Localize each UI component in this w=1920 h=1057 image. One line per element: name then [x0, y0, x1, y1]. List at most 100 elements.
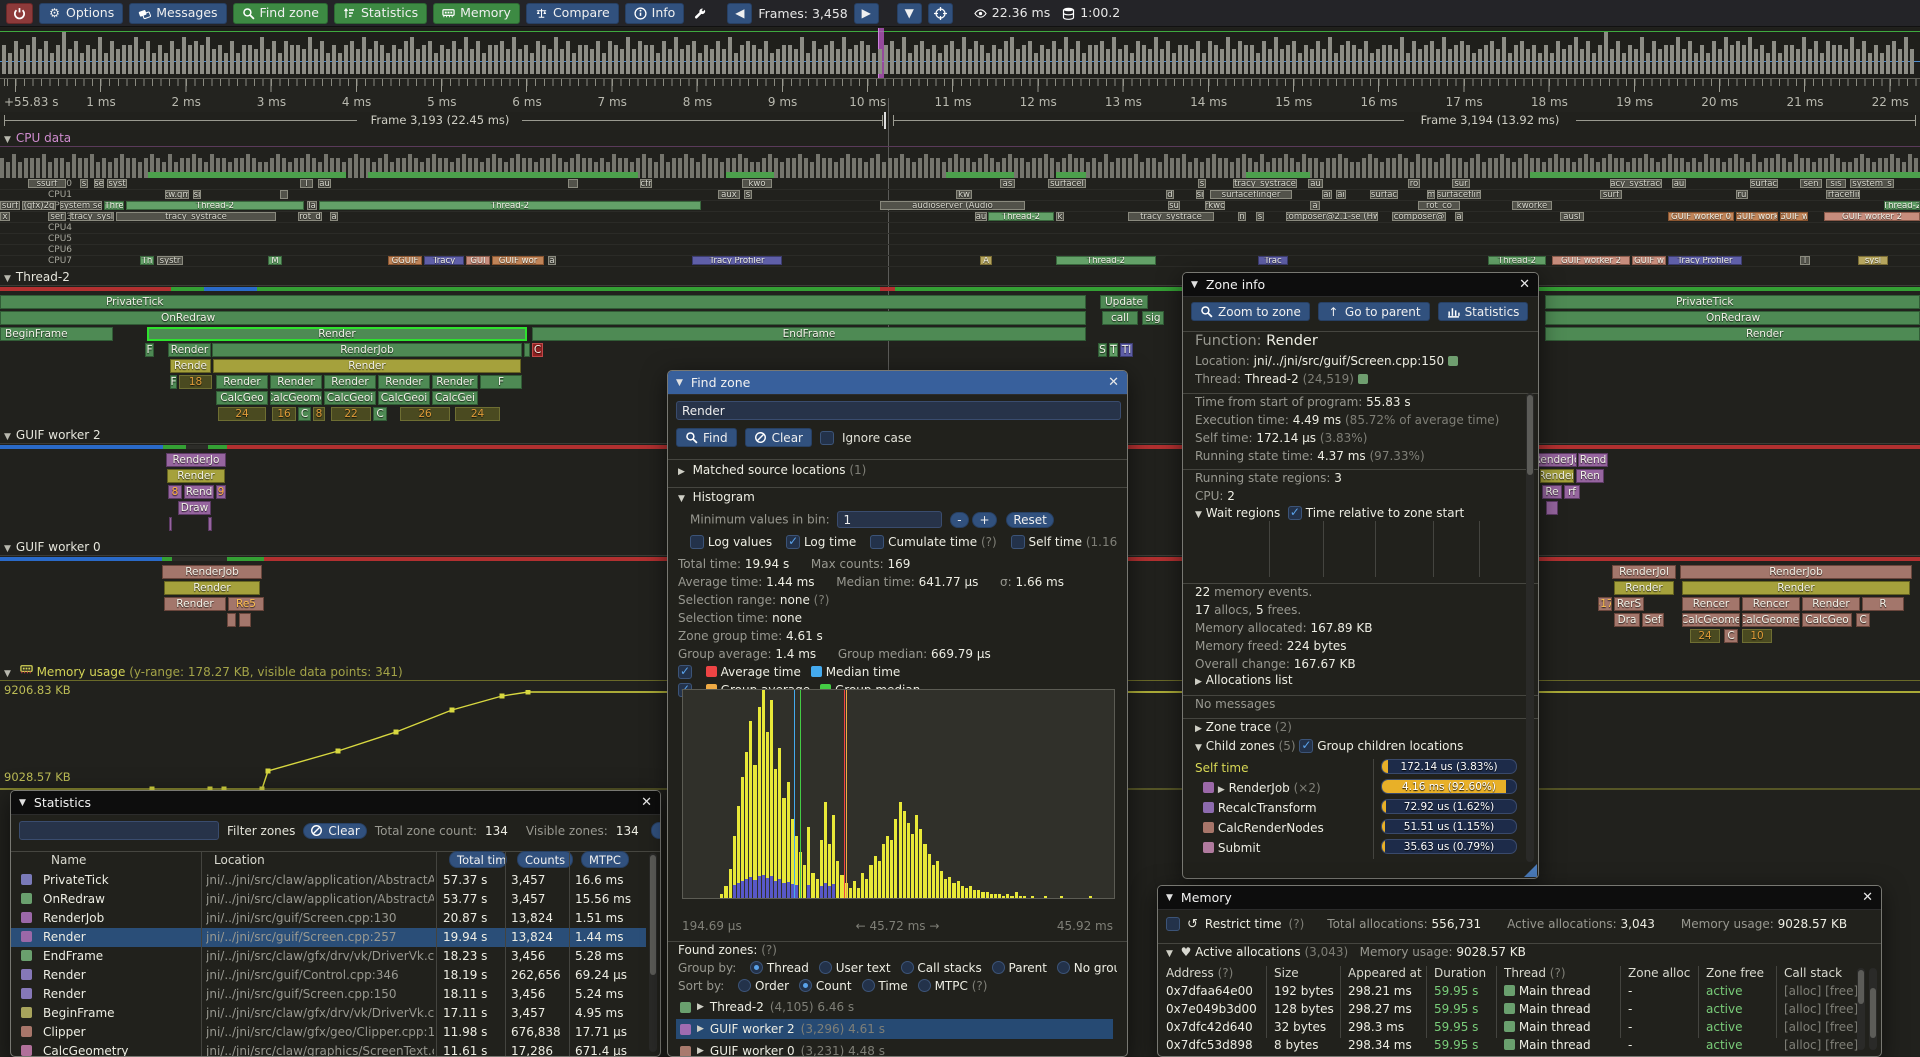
cpu-zone[interactable]: A [980, 256, 992, 265]
cpu-zone[interactable]: Tracy Profiler [692, 256, 782, 265]
timeline-zone[interactable] [239, 613, 251, 627]
timeline-zone[interactable]: 24 [455, 407, 500, 421]
find-button[interactable]: Find [676, 428, 737, 447]
group-by-call-stacks[interactable] [900, 961, 914, 974]
cpu-zone[interactable]: M [268, 256, 282, 265]
cpu-zone[interactable]: k [1056, 212, 1064, 221]
cpu-zone[interactable]: au [318, 179, 331, 188]
cpu-zone[interactable]: Thre [104, 201, 124, 210]
group-by-parent[interactable] [991, 961, 1005, 974]
group-by-user-text[interactable] [818, 961, 832, 974]
child-zone-row[interactable]: RecalcTransform [1195, 801, 1520, 815]
memory-titlebar[interactable]: ▼ Memory ✕ [1158, 886, 1881, 910]
timeline-zone[interactable]: Render [147, 327, 527, 341]
cpu-zone[interactable]: sen [1800, 179, 1822, 188]
timeline-zone[interactable]: Render [167, 469, 225, 483]
timeline-zone[interactable]: T [1109, 343, 1118, 357]
sort-by-time[interactable] [861, 979, 875, 992]
goto-frame-button[interactable] [927, 2, 953, 24]
timeline-zone[interactable]: Render [216, 375, 268, 389]
cpu-zone[interactable]: aux [718, 190, 740, 199]
child-zones-expander[interactable]: ▼ Child zones (5) Group children locatio… [1195, 739, 1520, 753]
cpu-zone[interactable]: sis [1826, 179, 1846, 188]
self-time-checkbox[interactable] [1010, 535, 1025, 549]
timeline-zone[interactable]: 10 [1742, 629, 1772, 643]
timeline-zone[interactable]: CalcGeomet [1742, 613, 1800, 627]
cpu-zone[interactable]: GUIF worker 2 [1552, 256, 1630, 265]
timeline-zone[interactable]: rf [1564, 485, 1580, 499]
messages-button[interactable]: Messages [129, 2, 227, 24]
collapse-icon[interactable]: ▼ [1191, 279, 1198, 290]
cpu-zone[interactable]: cfr [640, 179, 652, 188]
table-row[interactable]: Render jni/../jni/src/guif/Screen.cpp:150… [19, 987, 646, 1005]
cpu-zone[interactable]: racy_systrace [1610, 179, 1662, 188]
cpu-zone[interactable]: l [300, 179, 313, 188]
timeline-zone[interactable]: Render [378, 375, 430, 389]
cpu-zone[interactable]: l [1800, 256, 1810, 265]
timeline-zone[interactable]: CalcGeo [216, 391, 268, 405]
log-values-checkbox[interactable] [690, 535, 704, 549]
cpu-zone[interactable]: d [1166, 190, 1174, 199]
clear-button[interactable]: Clear [744, 428, 812, 447]
timeline-zone[interactable]: -17 [1598, 597, 1612, 611]
timeline-zone[interactable]: CalcGeome [270, 391, 322, 405]
table-row[interactable]: BeginFrame jni/../jni/src/claw/gfx/drv/vk… [19, 1006, 646, 1024]
plus-button[interactable]: + [972, 511, 997, 528]
resize-grip[interactable] [1524, 864, 1537, 877]
find-zone-titlebar[interactable]: ▼ Find zone ✕ [668, 371, 1127, 395]
cpu-zone[interactable]: au [1672, 179, 1686, 188]
matched-source-locations[interactable]: ▶ Matched source locations (1) [678, 463, 867, 477]
timeline-zone[interactable]: RenderJol [1612, 565, 1676, 579]
table-row[interactable]: 0x7dfc42d640 32 bytes 298.3 ms 59.95 s Main… [1166, 1020, 1859, 1034]
close-icon[interactable]: ✕ [641, 795, 652, 810]
cpu-zone[interactable]: syst [107, 179, 127, 188]
col-mtpc[interactable]: MTPC [581, 851, 629, 868]
timeline-zone[interactable]: Dra [1614, 613, 1640, 627]
timeline-zone[interactable]: Render [1540, 469, 1574, 483]
timeline-zone[interactable]: CalcGeoi [378, 391, 430, 405]
cpu-zone[interactable]: n [1238, 212, 1246, 221]
cpu-zone[interactable]: su [1168, 201, 1180, 210]
group-by-thread[interactable] [750, 961, 764, 974]
clear-filter-button[interactable]: Clear [303, 822, 367, 839]
timeline-zone[interactable]: Render [164, 581, 260, 595]
timeline-zone[interactable]: RenderJob [162, 565, 262, 579]
cpu-zone[interactable]: rkwo [1205, 201, 1225, 210]
log-time-checkbox[interactable] [786, 535, 801, 549]
timeline-zone[interactable] [227, 613, 236, 627]
timeline-zone[interactable]: C [1856, 613, 1870, 627]
cpu-zone[interactable]: ai [1336, 190, 1346, 199]
timeline-zone[interactable]: OnRedraw [1545, 311, 1920, 325]
table-row[interactable]: Clipper jni/../jni/src/claw/gfx/geo/Clipp… [19, 1025, 646, 1043]
timeline-zone[interactable]: Render [164, 597, 226, 611]
scrollbar[interactable] [1857, 968, 1865, 1050]
timeline-zone[interactable]: Re5 [228, 597, 264, 611]
table-row[interactable]: 0x7dfc53d898 8 bytes 298.34 ms 59.95 s Main… [1166, 1038, 1859, 1052]
zone-trace-expander[interactable]: ▶ Zone trace (2) [1195, 720, 1292, 734]
cpu-zone[interactable]: a [330, 212, 338, 221]
timeline-zone[interactable]: PrivateTick [1545, 295, 1920, 309]
next-frame-button[interactable]: ▶ [853, 2, 879, 24]
thread-color-swatch[interactable] [1357, 374, 1368, 384]
timeline-zone[interactable]: Render [324, 375, 376, 389]
close-icon[interactable]: ✕ [1108, 375, 1119, 390]
cpu-zone[interactable]: Tracy Profiler [1668, 256, 1742, 265]
cpu-zone[interactable]: surfaceflinger [1210, 190, 1292, 199]
cpu-zone[interactable]: tracy_systrace [1233, 179, 1297, 188]
timeline-zone[interactable]: PrivateTick [0, 295, 1086, 309]
cpu-zone[interactable]: au [975, 212, 987, 221]
cpu-zone[interactable]: Thread-2 [319, 201, 701, 210]
col-name[interactable]: Name [51, 853, 87, 867]
group-by-no-groupi[interactable] [1056, 961, 1070, 974]
cpu-zone[interactable]: se [94, 179, 104, 188]
table-row[interactable]: 0x7e049b3d00 128 bytes 298.27 ms 59.95 s Ma… [1166, 1002, 1859, 1016]
close-icon[interactable]: ✕ [1519, 277, 1530, 292]
power-button[interactable] [6, 2, 33, 24]
timeline-zone[interactable]: R [1862, 597, 1904, 611]
collapse-icon[interactable]: ▼ [1166, 892, 1173, 903]
cpu-zone[interactable]: sysl [1858, 256, 1888, 265]
cpu-zone[interactable]: GUIF w [1780, 212, 1808, 221]
timeline-zone[interactable] [1546, 501, 1558, 515]
timeline-zone[interactable]: S [1098, 343, 1107, 357]
cpu-zone[interactable]: Thread-2 [988, 212, 1054, 221]
